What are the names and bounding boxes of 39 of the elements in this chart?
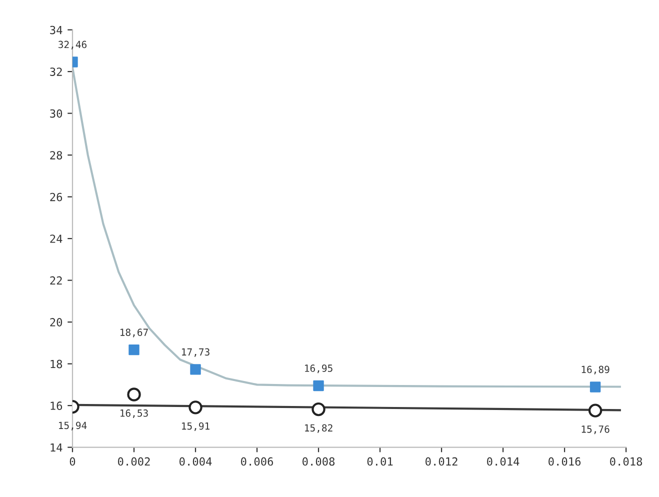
y-tick-label: 14 <box>50 443 62 452</box>
y-tick-label: 28 <box>50 151 62 160</box>
x-tick-label: 0 <box>70 457 76 466</box>
point <box>188 400 202 414</box>
point <box>128 344 140 356</box>
data-label: 15,82 <box>305 424 332 433</box>
x-tick-label: 0.006 <box>241 457 274 466</box>
point <box>590 382 601 392</box>
x-tick-label: 0.01 <box>367 457 393 466</box>
x-tick-label: 0.018 <box>610 457 642 466</box>
point <box>190 364 201 375</box>
data-label: 16,95 <box>305 364 332 374</box>
y-tick-label: 16 <box>50 402 62 410</box>
y-tick-label: 18 <box>50 360 62 368</box>
x-tick-label: 0.016 <box>548 457 581 466</box>
x-tick-label: 0.004 <box>180 457 212 466</box>
point <box>588 404 602 418</box>
point <box>127 388 141 402</box>
data-label: 15,94 <box>59 422 87 430</box>
y-tick-label: 20 <box>50 318 62 326</box>
y-tick-label: 22 <box>50 276 62 285</box>
point <box>313 380 324 392</box>
point <box>312 402 326 416</box>
y-tick-label: 32 <box>50 68 62 76</box>
data-label: 32,46 <box>58 40 86 50</box>
data-label: 18,67 <box>120 328 148 338</box>
y-tick-label: 24 <box>50 234 62 243</box>
x-tick-label: 0.014 <box>487 457 520 466</box>
x-tick-label: 0.012 <box>426 457 458 466</box>
data-label: 17,73 <box>182 348 210 357</box>
x-tick-label: 0.008 <box>302 457 335 466</box>
data-label: 16,89 <box>582 366 610 374</box>
data-label: 15,91 <box>182 422 210 431</box>
y-tick-label: 30 <box>50 109 62 118</box>
data-label: 15,76 <box>582 426 610 434</box>
data-label: 16,53 <box>120 409 148 418</box>
y-tick-label: 26 <box>50 192 62 202</box>
y-tick-label: 34 <box>50 26 62 34</box>
x-tick-label: 0.002 <box>118 457 150 466</box>
